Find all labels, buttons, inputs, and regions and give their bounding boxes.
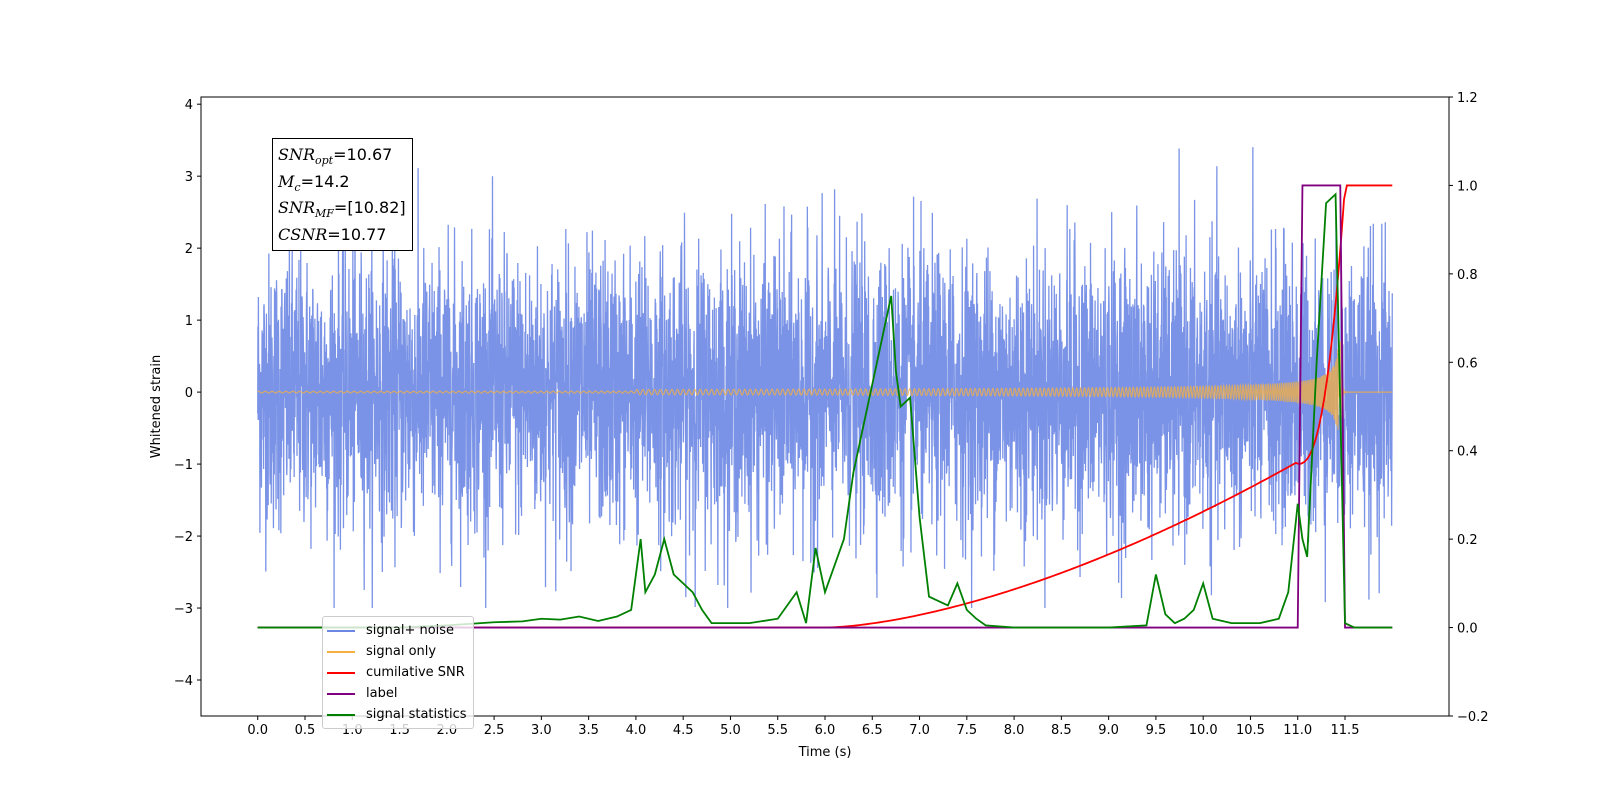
y-tick-label: 3 [185, 170, 193, 185]
x-tick-label: 0.0 [247, 723, 268, 738]
x-tick-label: 2.5 [484, 723, 505, 738]
x-tick-label: 8.5 [1051, 723, 1072, 738]
x-tick-label: 4.5 [673, 723, 694, 738]
legend-swatch [327, 713, 355, 716]
signal-statistics-line [257, 192, 1393, 629]
x-tick-label: 3.0 [531, 723, 552, 738]
y-tick-label: −3 [174, 602, 193, 617]
y-right-tick-label: 0.2 [1457, 533, 1478, 548]
legend-label: signal only [366, 644, 437, 659]
mc-line: Mc=14.2 [278, 171, 350, 194]
x-tick-label: 7.0 [909, 723, 930, 738]
x-tick-label: 8.0 [1004, 723, 1025, 738]
legend-item: signal only [327, 641, 467, 662]
legend-item: label [327, 683, 467, 704]
snr-mf-line: SNRMF=[10.82] [278, 198, 406, 221]
signal-noise-series [257, 147, 1393, 609]
snr-mf-value: [10.82] [347, 198, 406, 218]
x-tick-label: 0.5 [295, 723, 316, 738]
y-tick-label: 2 [185, 242, 193, 257]
y-right-tick-label: 0.8 [1457, 268, 1478, 283]
x-tick-label: 10.5 [1236, 723, 1265, 738]
x-tick-label: 7.5 [956, 723, 977, 738]
y-right-tick-label: 0.0 [1457, 622, 1478, 637]
legend-label: signal+ noise [366, 623, 455, 638]
y-right-tick-label: 1.0 [1457, 179, 1478, 194]
snr-opt-value: 10.67 [346, 145, 393, 164]
x-tick-label: 11.5 [1331, 723, 1360, 738]
legend: signal+ noise signal only cumilative SNR… [322, 616, 474, 729]
x-tick-label: 6.5 [862, 723, 883, 738]
x-tick-label: 9.5 [1146, 723, 1167, 738]
y-tick-label: 0 [185, 386, 193, 401]
legend-swatch [327, 650, 355, 653]
legend-item: signal+ noise [327, 620, 467, 641]
x-tick-label: 6.0 [815, 723, 836, 738]
mc-value: 14.2 [313, 171, 350, 191]
legend-swatch [327, 692, 355, 695]
y-tick-label: −4 [174, 674, 193, 689]
x-axis-label: Time (s) [798, 745, 852, 760]
x-tick-label: 3.5 [578, 723, 599, 738]
x-tick-label: 5.0 [720, 723, 741, 738]
y-right-tick-label: −0.2 [1457, 710, 1489, 725]
snr-annotation-box: SNRopt=10.67 Mc=14.2 SNRMF=[10.82] CSNR=… [272, 138, 413, 251]
legend-item: signal statistics [327, 704, 467, 725]
x-tick-label: 9.0 [1098, 723, 1119, 738]
legend-label: cumilative SNR [366, 665, 465, 680]
legend-label: signal statistics [366, 707, 467, 722]
x-tick-label: 11.0 [1283, 723, 1312, 738]
signal-only-line [257, 341, 1393, 430]
x-tick-label: 10.0 [1189, 723, 1218, 738]
legend-label: label [366, 686, 398, 701]
y-right-tick-label: 0.4 [1457, 445, 1478, 460]
x-tick-label: 5.5 [767, 723, 788, 738]
signal-only-series [257, 341, 1393, 430]
x-tick-label: 4.0 [626, 723, 647, 738]
legend-swatch [327, 671, 355, 674]
y-axis-label: Whitened strain [149, 355, 164, 458]
y-tick-label: −2 [174, 530, 193, 545]
y-tick-label: 4 [185, 98, 193, 113]
y-tick-label: −1 [174, 458, 193, 473]
y-right-tick-label: 0.6 [1457, 356, 1478, 371]
legend-item: cumilative SNR [327, 662, 467, 683]
snr-opt-line: SNRopt=10.67 [278, 145, 393, 168]
legend-swatch [327, 629, 355, 632]
csnr-value: 10.77 [340, 225, 387, 245]
y-right-tick-label: 1.2 [1457, 91, 1478, 106]
y-tick-label: 1 [185, 314, 193, 329]
csnr-line: CSNR=10.77 [278, 225, 387, 245]
signal-noise-line [257, 147, 1393, 609]
